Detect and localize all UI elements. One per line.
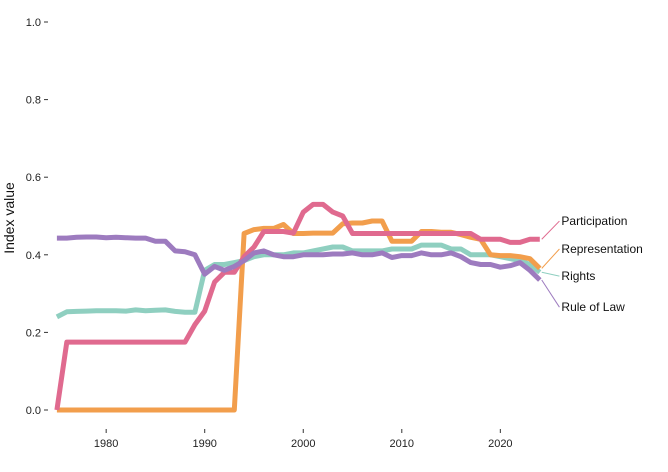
y-axis: 0.0 0.2 0.4 0.6 0.8 1.0 <box>26 17 48 417</box>
series-labels: Rights Representation Participation Rule of… <box>541 214 643 314</box>
series-label-rights: Rights <box>561 269 595 283</box>
y-axis-title: Index value <box>1 182 17 254</box>
series-connector-rule-of-law <box>541 279 560 308</box>
x-tick-label: 1990 <box>192 438 216 450</box>
y-tick-label: 0.8 <box>26 95 41 107</box>
x-axis: 1980 1990 2000 2010 2020 <box>94 429 513 450</box>
series-connector-rights <box>541 271 560 277</box>
series-line-representation <box>56 218 542 413</box>
series-line-rights <box>55 242 542 320</box>
y-tick-label: 1.0 <box>26 17 41 29</box>
x-tick-label: 2020 <box>488 438 512 450</box>
series-connector-participation <box>541 220 560 240</box>
x-tick-label: 2000 <box>291 438 315 450</box>
series-line-rule-of-law <box>56 234 542 282</box>
y-tick-label: 0.6 <box>26 172 41 184</box>
series-lines <box>54 201 542 413</box>
series-connector-representation <box>541 248 560 269</box>
series-line-participation <box>54 201 540 411</box>
y-tick-label: 0.0 <box>26 405 41 417</box>
y-tick-label: 0.4 <box>26 250 41 262</box>
series-label-rule-of-law: Rule of Law <box>561 300 625 314</box>
series-label-representation: Representation <box>561 242 642 256</box>
x-tick-label: 2010 <box>390 438 414 450</box>
y-tick-label: 0.2 <box>26 327 41 339</box>
x-tick-label: 1980 <box>94 438 118 450</box>
series-label-participation: Participation <box>561 214 627 228</box>
